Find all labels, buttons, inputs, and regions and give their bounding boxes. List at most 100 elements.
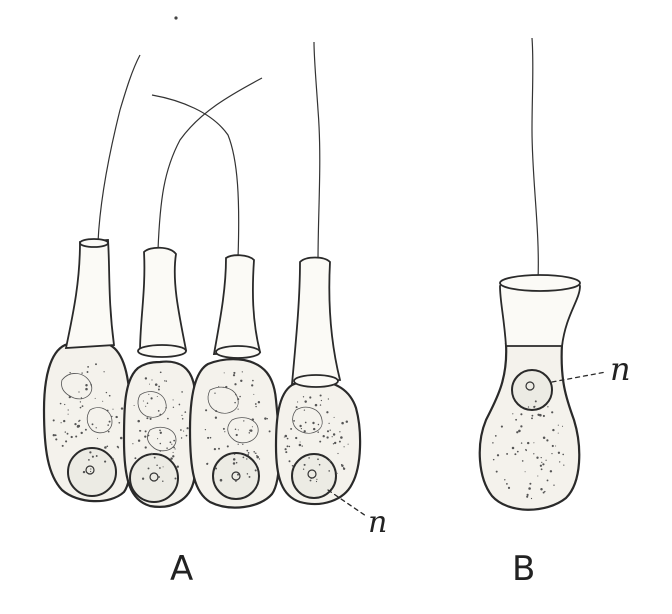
stipple-dot [318, 463, 321, 466]
stipple-dot [283, 436, 285, 438]
stipple-dot [251, 418, 255, 421]
stipple-dot [144, 430, 147, 433]
stipple-dot [61, 444, 64, 447]
stipple-dot [541, 461, 543, 463]
stipple-dot [103, 371, 105, 373]
panel-a: n A [42, 16, 387, 589]
stipple-dot [75, 435, 78, 438]
stipple-dot [527, 406, 530, 408]
stipple-dot [55, 438, 58, 441]
stipple-dot [243, 420, 245, 422]
stipple-dot [204, 428, 207, 431]
stipple-dot [222, 427, 225, 430]
stipple-dot [213, 447, 217, 451]
cell-a3 [188, 254, 281, 509]
stipple-dot [74, 422, 77, 426]
speck [174, 16, 178, 20]
stipple-dot [66, 432, 69, 435]
stipple-dot [562, 453, 565, 456]
stipple-dot [249, 429, 253, 432]
stipple-dot [496, 454, 500, 457]
stipple-dot [542, 491, 545, 494]
stipple-dot [185, 434, 188, 437]
stipple-dot [258, 458, 261, 460]
cell-a3-collar [212, 254, 262, 355]
stipple-dot [206, 462, 209, 465]
stipple-dot [159, 442, 162, 445]
cell-a2 [122, 246, 198, 508]
stipple-dot [559, 461, 561, 463]
stipple-dot [150, 397, 153, 400]
stipple-dot [180, 437, 183, 439]
stipple-dot [147, 467, 150, 470]
stipple-dot [141, 477, 145, 480]
stipple-dot [326, 436, 329, 439]
stipple-dot [60, 422, 62, 424]
stipple-dot [531, 417, 533, 420]
stipple-dot [95, 363, 97, 366]
flagellum-2 [157, 77, 263, 251]
stipple-dot [302, 396, 305, 398]
stipple-dot [145, 405, 147, 407]
stipple-dot [146, 417, 149, 420]
stipple-dot [322, 435, 325, 438]
stipple-dot [268, 430, 271, 433]
stipple-dot [156, 395, 158, 398]
stipple-dot [169, 441, 172, 444]
stipple-dot [148, 393, 150, 395]
stipple-dot [52, 433, 56, 437]
cell-a1-nucleolus [85, 465, 95, 475]
stipple-dot [162, 480, 164, 483]
stipple-dot [234, 401, 236, 404]
stipple-dot [299, 424, 302, 428]
cell-a2-collar-base [137, 344, 187, 358]
stipple-dot [81, 372, 83, 374]
stipple-dot [90, 384, 92, 386]
stipple-dot [248, 475, 251, 478]
stipple-dot [246, 458, 248, 460]
stipple-dot [533, 453, 535, 455]
flagellum-1 [97, 54, 141, 243]
stipple-dot [540, 456, 542, 459]
stipple-dot [516, 450, 519, 453]
stipple-dot [59, 402, 62, 405]
stipple-dot [507, 486, 511, 489]
stipple-dot [137, 419, 140, 423]
stipple-dot [531, 414, 534, 417]
stipple-dot [158, 385, 161, 388]
stipple-dot [162, 466, 164, 468]
stipple-dot [234, 453, 236, 456]
stipple-dot [251, 426, 253, 428]
stipple-dot [542, 414, 545, 418]
stipple-dot [319, 394, 322, 397]
stipple-dot [297, 401, 299, 403]
stipple-dot [107, 424, 109, 426]
stipple-dot [78, 420, 80, 422]
stipple-dot [89, 470, 92, 473]
stipple-dot [285, 451, 288, 454]
stipple-dot [511, 446, 515, 450]
stipple-dot [184, 411, 187, 413]
stipple-dot [180, 429, 182, 431]
stipple-dot [235, 461, 238, 464]
stipple-dot [298, 443, 302, 447]
stipple-dot [171, 443, 173, 445]
stipple-dot [506, 452, 509, 455]
stipple-dot [526, 441, 530, 445]
stipple-dot [328, 422, 330, 425]
stipple-dot [284, 434, 288, 438]
stipple-dot [336, 472, 338, 475]
cell-a4-collar-base [293, 374, 339, 388]
stipple-dot [159, 413, 162, 416]
stipple-dot [293, 420, 295, 422]
stipple-dot [315, 480, 318, 483]
stipple-dot [151, 379, 153, 381]
stipple-dot [547, 406, 549, 408]
stipple-dot [492, 442, 494, 444]
cell-a2-nucleolus [149, 472, 159, 482]
stipple-dot [340, 436, 343, 439]
stipple-dot [52, 419, 55, 422]
cell-a3-nucleus [212, 452, 260, 500]
stipple-dot [237, 408, 239, 410]
stipple-dot [286, 445, 289, 448]
